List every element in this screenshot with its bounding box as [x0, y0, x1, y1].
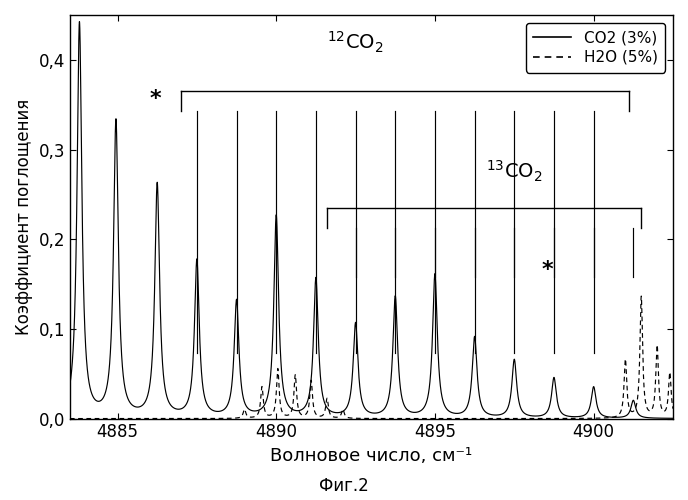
Text: *: *: [542, 260, 553, 280]
Legend: CO2 (3%), H2O (5%): CO2 (3%), H2O (5%): [526, 22, 665, 72]
Text: *: *: [150, 89, 162, 109]
Y-axis label: Коэффициент поглощения: Коэффициент поглощения: [15, 98, 33, 335]
Text: $^{12}$CO$_2$: $^{12}$CO$_2$: [327, 30, 384, 56]
X-axis label: Волновое число, см⁻¹: Волновое число, см⁻¹: [270, 447, 473, 465]
Text: $^{13}$CO$_2$: $^{13}$CO$_2$: [486, 158, 543, 184]
Text: Фиг.2: Фиг.2: [319, 477, 369, 495]
